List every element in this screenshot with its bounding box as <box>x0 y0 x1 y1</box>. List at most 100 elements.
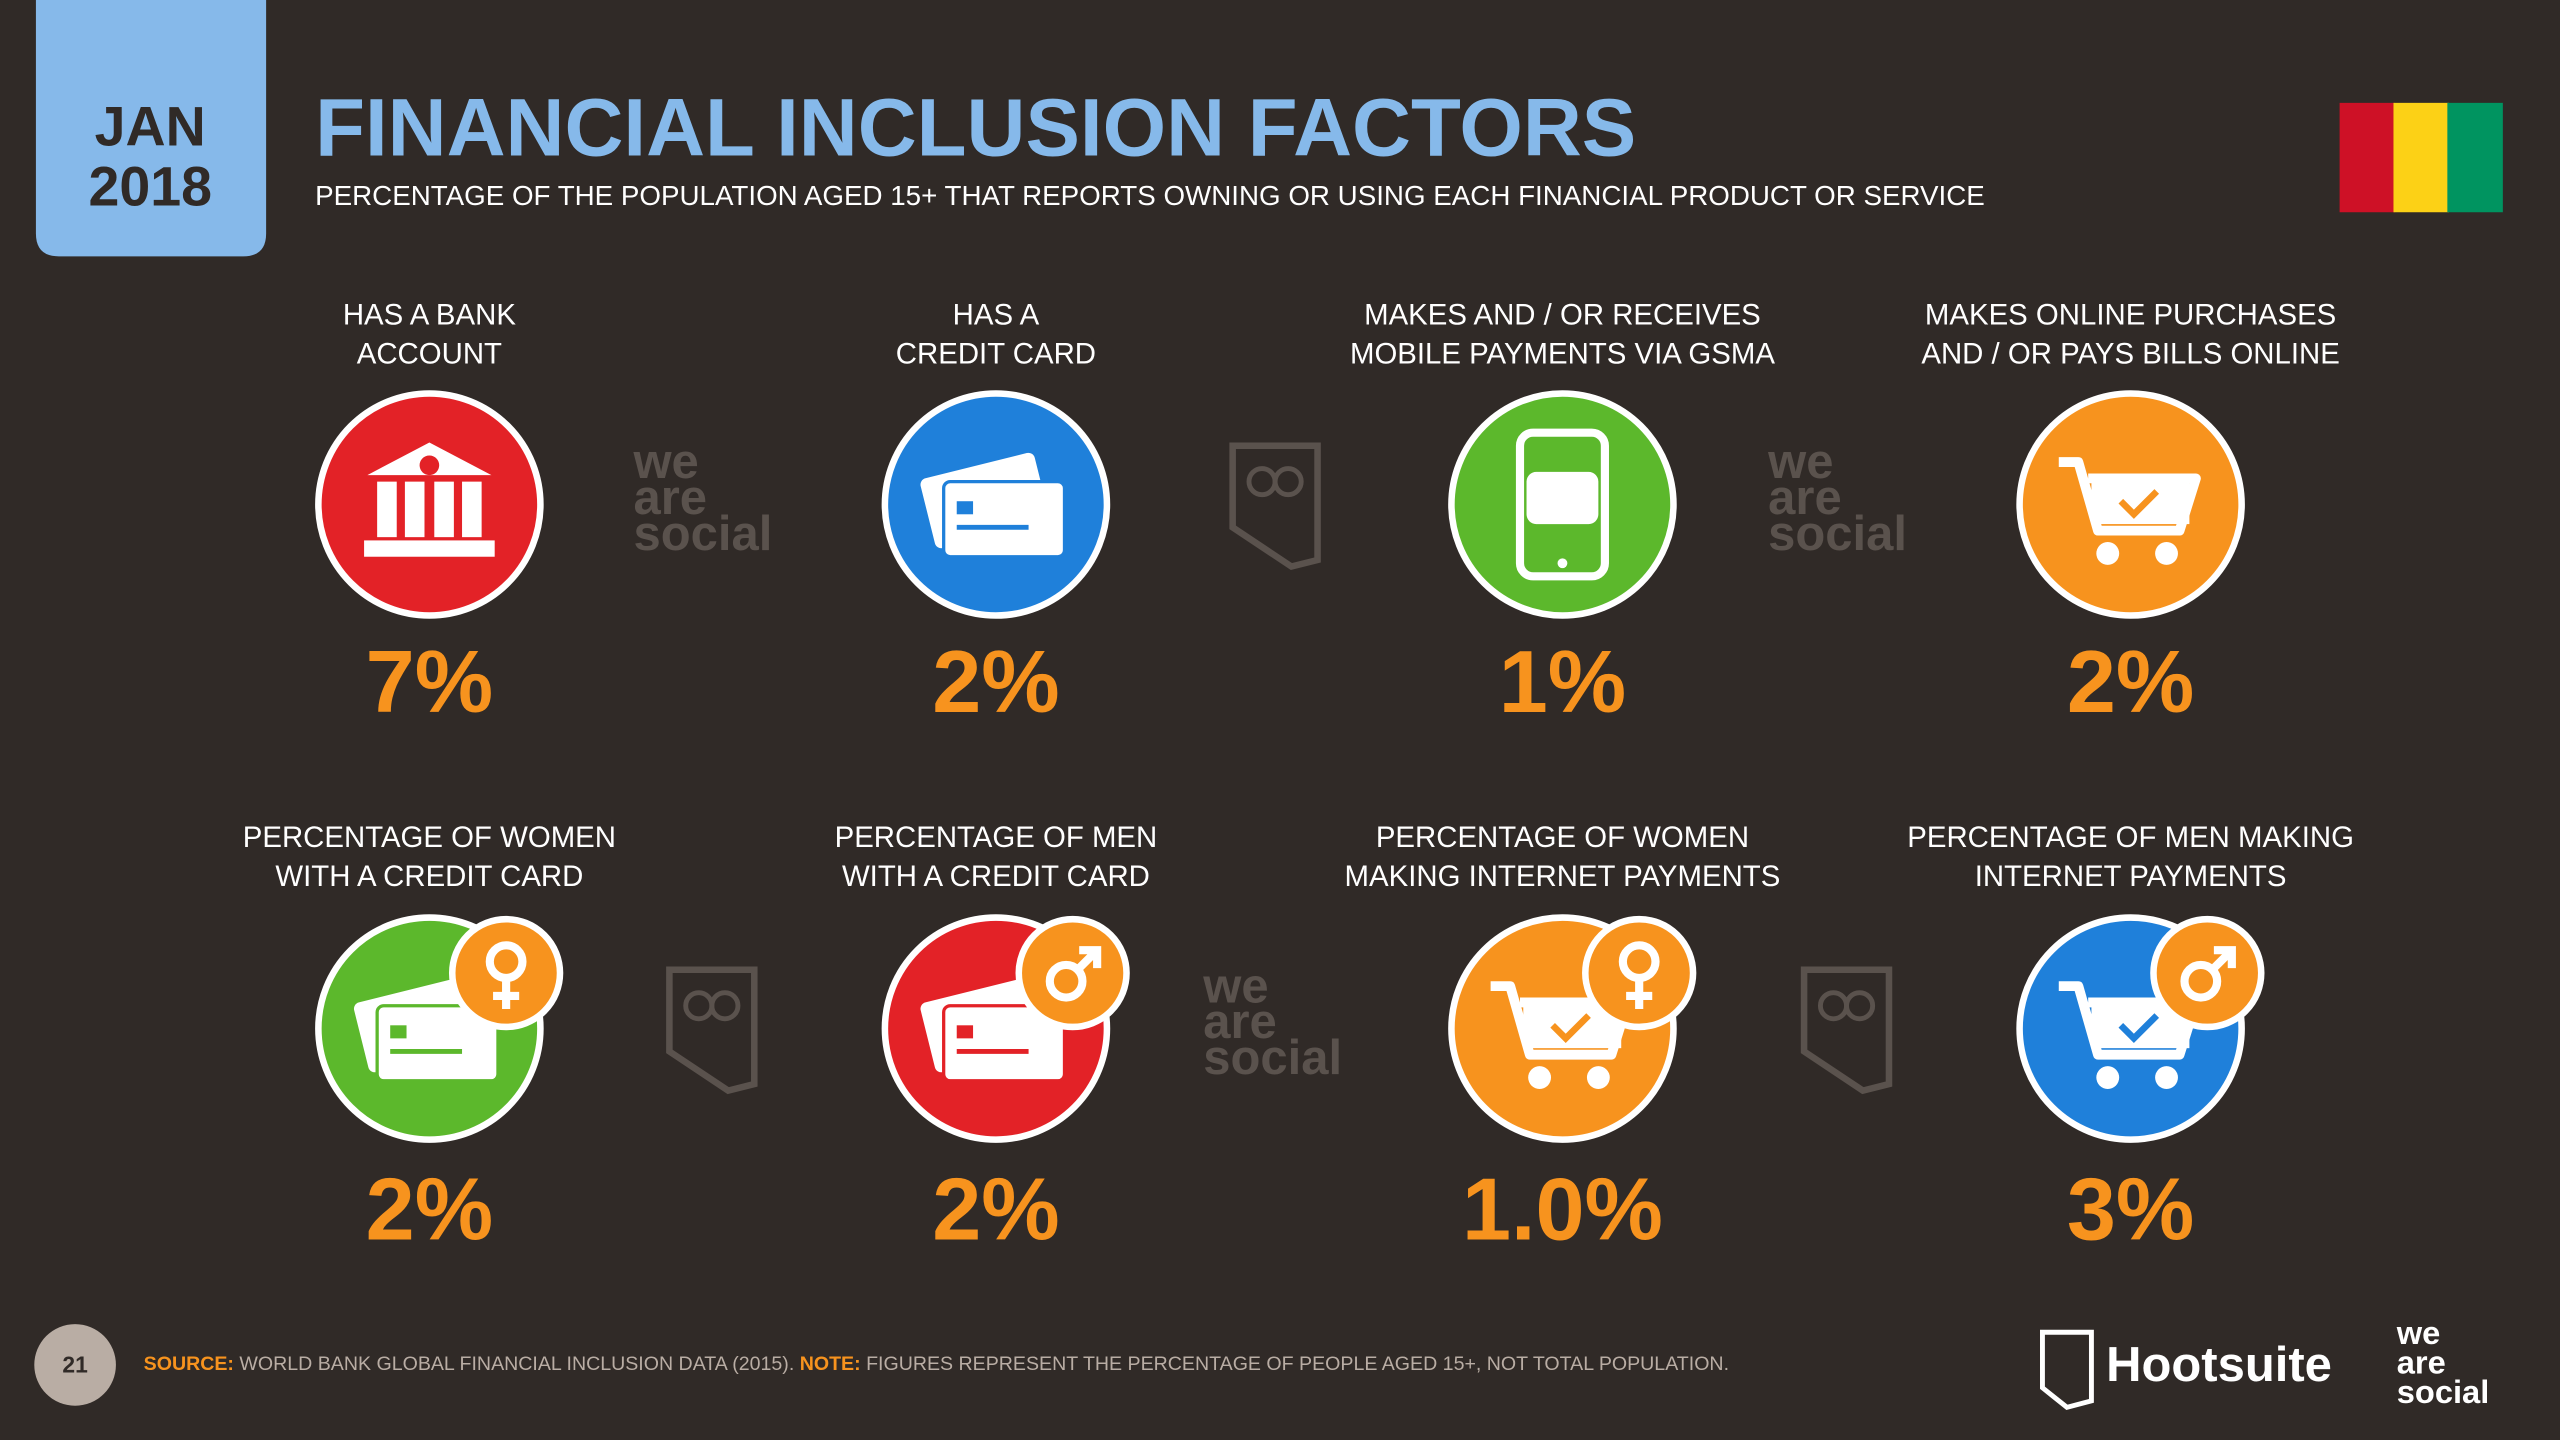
factor-label: AND / OR PAYS BILLS ONLINE <box>1921 338 2339 371</box>
icon-card-front <box>375 1004 500 1083</box>
gender-badge <box>1582 915 1697 1031</box>
icon-phone <box>1515 428 1609 581</box>
factor-label: WITH A CREDIT CARD <box>842 860 1150 893</box>
was-logo-word: social <box>2397 1373 2490 1410</box>
factor-card: MAKES AND / OR RECEIVES MOBILE PAYMENTS V… <box>1350 299 1775 732</box>
icon-screen-badge <box>1526 471 1599 525</box>
icon-wheel <box>1586 1066 1610 1089</box>
icon-circle <box>315 390 544 619</box>
watermark-word: we <box>1767 435 1833 489</box>
factor-label: WITH A CREDIT CARD <box>275 860 583 893</box>
factor-card: PERCENTAGE OF MEN MAKING INTERNET PAYMENT… <box>1907 821 2354 1259</box>
watermark-word: social <box>633 507 772 561</box>
icon-column <box>434 481 454 538</box>
factor-value: 3% <box>2067 1160 2194 1259</box>
male-symbol <box>2209 946 2236 973</box>
icon-check <box>2118 1013 2160 1043</box>
icon-card-chip <box>956 1025 974 1039</box>
factor-card: PERCENTAGE OF WOMEN WITH A CREDIT CARD 2% <box>243 821 616 1259</box>
date-tab <box>35 0 267 257</box>
icon-cart <box>2058 457 2201 536</box>
factor-value: 2% <box>366 1160 493 1259</box>
factor-card: MAKES ONLINE PURCHASES AND / OR PAYS BILL… <box>1921 299 2339 732</box>
factor-value: 2% <box>2067 632 2194 731</box>
owl-logo <box>2040 1329 2094 1411</box>
icon-card-chip <box>956 501 974 515</box>
flag-yellow <box>2393 102 2449 213</box>
factor-card: HAS A CREDIT CARD 2% <box>881 299 1111 731</box>
icon-wheel <box>2096 542 2120 565</box>
icon-base <box>364 540 495 557</box>
factor-label: MAKES AND / OR RECEIVES <box>1364 299 1761 332</box>
watermark-word: social <box>1768 507 1907 561</box>
factor-label: ACCOUNT <box>357 338 502 371</box>
page-number: 21 <box>62 1352 88 1378</box>
icon-check <box>2118 489 2160 519</box>
watermark-word: social <box>1203 1031 1342 1085</box>
gender-badge <box>2150 915 2265 1031</box>
note: FIGURES REPRESENT THE PERCENTAGE OF PEOP… <box>866 1353 1729 1375</box>
factor-card: HAS A BANK ACCOUNT 7% <box>315 299 544 731</box>
male-symbol <box>2180 960 2222 1002</box>
female-symbol <box>1626 977 1653 1009</box>
factor-label: CREDIT CARD <box>896 338 1096 371</box>
factor-value: 2% <box>932 1160 1059 1259</box>
icon-coin <box>419 455 440 476</box>
date-month: JAN <box>95 95 206 157</box>
factor-label: INTERNET PAYMENTS <box>1975 860 2287 893</box>
footer-text: SOURCE: WORLD BANK GLOBAL FINANCIAL INCL… <box>144 1353 1729 1375</box>
factor-label: PERCENTAGE OF MEN <box>835 821 1158 854</box>
icon-wheel <box>2155 542 2178 565</box>
gender-badge <box>448 915 564 1031</box>
page-badge <box>34 1324 116 1406</box>
factor-label: PERCENTAGE OF MEN MAKING <box>1907 821 2354 854</box>
factor-label: PERCENTAGE OF WOMEN <box>243 821 616 854</box>
icon-column <box>404 481 425 538</box>
factor-label: PERCENTAGE OF WOMEN <box>1376 821 1749 854</box>
icon-check <box>1550 1013 1591 1043</box>
male-symbol <box>1074 946 1102 973</box>
date-year: 2018 <box>88 156 211 218</box>
flag-green <box>2447 102 2503 213</box>
icon-column <box>377 481 397 538</box>
factor-value: 1.0% <box>1462 1160 1663 1259</box>
watermark-word: we <box>632 435 698 489</box>
watermark-owl-eye <box>1844 990 1876 1022</box>
factor-label: HAS A BANK <box>343 299 516 332</box>
watermark-owl <box>666 966 758 1095</box>
factor-value: 7% <box>366 632 493 731</box>
watermark-word: are <box>1768 471 1842 525</box>
subtitle: PERCENTAGE OF THE POPULATION AGED 15+ TH… <box>315 180 1985 211</box>
watermark-word: we <box>1202 959 1268 1013</box>
gender-badge <box>1015 915 1130 1031</box>
icon-card-chip <box>390 1025 407 1039</box>
title: FINANCIAL INCLUSION FACTORS <box>315 82 1636 173</box>
icon-wheel <box>2096 1066 2120 1089</box>
factor-label: MAKES ONLINE PURCHASES <box>1925 299 2336 332</box>
icon-home <box>1557 558 1568 569</box>
factor-label: HAS A <box>953 299 1040 332</box>
icon-card-front <box>942 479 1067 559</box>
female-symbol <box>493 977 520 1009</box>
factor-value: 2% <box>932 632 1059 731</box>
hootsuite-logo: Hootsuite <box>2106 1338 2332 1392</box>
watermark-word: are <box>1203 995 1277 1049</box>
flag <box>2339 102 2503 213</box>
icon-wheel <box>1528 1066 1552 1089</box>
source-label: SOURCE: <box>144 1353 234 1375</box>
watermark-owl-eye <box>1272 466 1304 498</box>
flag-red <box>2339 102 2396 213</box>
factor-label: MAKING INTERNET PAYMENTS <box>1345 860 1781 893</box>
icon-wheel <box>2155 1066 2178 1089</box>
was-logo-word: are <box>2397 1344 2446 1381</box>
factor-label: MOBILE PAYMENTS VIA GSMA <box>1350 338 1775 371</box>
factor-card: PERCENTAGE OF WOMEN MAKING INTERNET PAYME… <box>1345 821 1781 1259</box>
watermark-word: are <box>633 471 707 525</box>
male-symbol <box>1045 960 1087 1002</box>
icon-card-front <box>942 1004 1067 1083</box>
icon-column <box>462 481 482 538</box>
watermark-owl-eye <box>709 990 741 1022</box>
watermark-owl <box>1229 442 1321 571</box>
